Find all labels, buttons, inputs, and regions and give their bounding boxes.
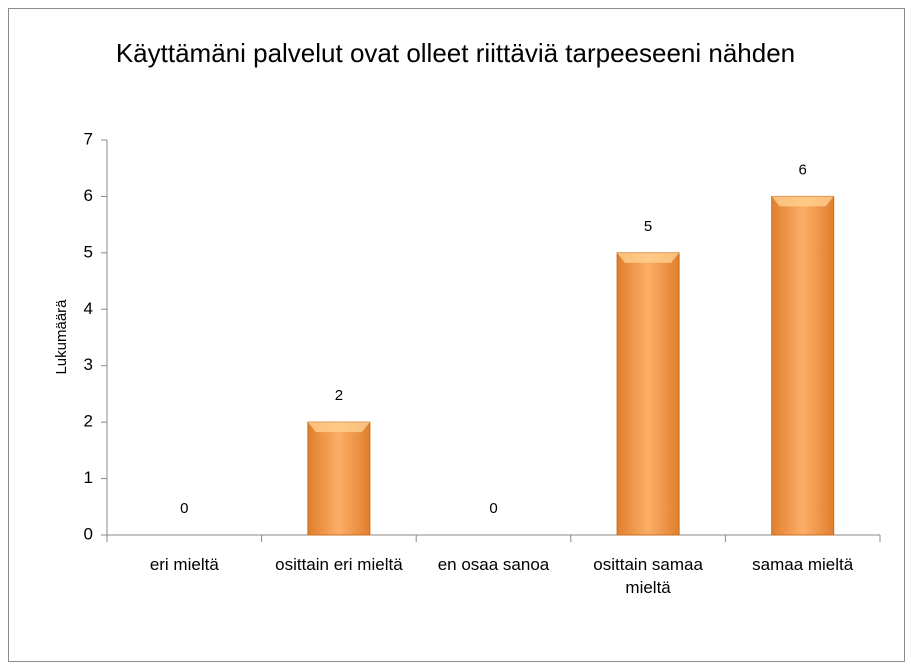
y-tick-label: 2 (84, 412, 93, 431)
x-tick-label: samaa mieltä (752, 555, 854, 574)
bar (771, 195, 835, 536)
x-tick-label: osittain samaa mieltä (593, 555, 703, 597)
data-label: 0 (489, 500, 497, 517)
chart-border (8, 8, 905, 662)
data-label: 2 (335, 387, 343, 404)
bar (616, 252, 680, 536)
y-tick-label: 4 (84, 299, 93, 318)
y-axis-label: Lukumäärä (53, 299, 70, 375)
data-label: 0 (180, 500, 188, 517)
y-tick-label: 0 (84, 524, 93, 543)
y-tick-label: 5 (84, 242, 93, 261)
bar-bevel (617, 252, 680, 263)
data-label: 6 (799, 161, 807, 178)
bar (307, 421, 371, 536)
bar-bevel (771, 196, 834, 207)
y-tick-label: 3 (84, 355, 93, 374)
y-tick-label: 7 (84, 129, 93, 148)
data-label: 5 (644, 218, 652, 235)
bar-bevel (307, 422, 370, 433)
x-tick-label: en osaa sanoa (437, 555, 550, 574)
y-tick-label: 6 (84, 186, 93, 205)
x-tick-label: osittain eri mieltä (275, 555, 403, 574)
y-tick-label: 1 (84, 468, 93, 487)
title-box: Käyttämäni palvelut ovat olleet riittävi… (0, 34, 911, 72)
chart-title: Käyttämäni palvelut ovat olleet riittävi… (115, 38, 796, 68)
x-tick-label: eri mieltä (149, 555, 219, 574)
